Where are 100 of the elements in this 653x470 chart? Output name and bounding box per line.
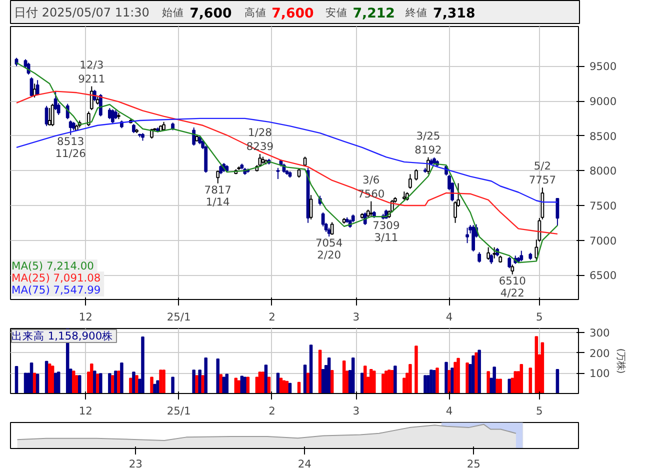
bar bbox=[556, 369, 560, 394]
candlestick bbox=[68, 120, 72, 136]
bar bbox=[372, 370, 376, 394]
x-tick-label: 3 bbox=[352, 310, 360, 324]
bar bbox=[111, 375, 114, 394]
candlestick bbox=[50, 103, 54, 127]
bar bbox=[492, 366, 496, 394]
bar bbox=[222, 376, 226, 394]
annotation: 7309 3/11 bbox=[372, 218, 400, 244]
annotation: 7817 1/14 bbox=[204, 183, 232, 208]
x-tick-label: 2 bbox=[268, 404, 276, 418]
bar bbox=[24, 372, 28, 394]
bar bbox=[237, 380, 241, 394]
bar bbox=[162, 370, 166, 394]
bar bbox=[72, 370, 76, 394]
bar bbox=[96, 374, 100, 394]
bar bbox=[93, 370, 96, 394]
y-tick-label: 9500 bbox=[590, 60, 617, 74]
x-tick-label: 4 bbox=[446, 404, 453, 418]
bar bbox=[309, 344, 313, 394]
y-axis-title: (万株) bbox=[614, 348, 626, 374]
bar bbox=[414, 346, 418, 394]
candlestick bbox=[216, 170, 220, 184]
bar bbox=[234, 378, 238, 394]
annotation: 5/2 7757 bbox=[528, 160, 556, 187]
bar bbox=[498, 378, 502, 394]
bar bbox=[520, 364, 524, 394]
candlestick bbox=[472, 224, 476, 252]
bar bbox=[195, 375, 198, 394]
bar bbox=[156, 380, 160, 394]
candlestick bbox=[486, 246, 490, 260]
x-tick-label: 5 bbox=[536, 404, 543, 418]
candlestick bbox=[48, 107, 52, 126]
candlestick bbox=[132, 124, 136, 134]
y-tick-label: 9000 bbox=[590, 95, 617, 108]
bar bbox=[261, 372, 265, 394]
bar bbox=[279, 378, 283, 394]
bar bbox=[534, 336, 538, 394]
bar bbox=[114, 370, 118, 394]
bar bbox=[514, 371, 518, 394]
annotation: 7054 2/20 bbox=[316, 236, 343, 262]
bar bbox=[90, 364, 94, 394]
annotation: 3/25 8192 bbox=[414, 129, 442, 156]
bar bbox=[246, 376, 250, 394]
bar bbox=[132, 372, 136, 394]
bar bbox=[363, 366, 367, 394]
bar bbox=[486, 371, 490, 394]
bar bbox=[432, 370, 436, 394]
bar bbox=[390, 370, 394, 394]
candlestick bbox=[110, 108, 114, 124]
bar bbox=[32, 372, 36, 394]
x-tick-label: 25 bbox=[466, 458, 480, 470]
text: 始値 7,600 bbox=[162, 6, 232, 22]
bar bbox=[135, 375, 138, 394]
bar bbox=[321, 369, 325, 394]
x-tick-label: 12 bbox=[78, 310, 92, 324]
bar bbox=[99, 373, 102, 394]
bar bbox=[394, 366, 397, 394]
annotation: 6510 4/22 bbox=[498, 274, 526, 300]
bar bbox=[141, 336, 144, 394]
bar bbox=[370, 369, 373, 394]
x-tick-label: 24 bbox=[298, 458, 312, 470]
bar bbox=[454, 362, 457, 394]
bar bbox=[318, 350, 322, 394]
bar bbox=[14, 366, 18, 394]
candlestick bbox=[276, 167, 280, 180]
bar bbox=[450, 368, 454, 394]
x-tick-label: 4 bbox=[446, 310, 453, 324]
candlestick bbox=[44, 105, 48, 127]
bar bbox=[243, 376, 247, 394]
bar bbox=[264, 364, 268, 394]
y-tick-label: 8500 bbox=[590, 130, 617, 143]
bar bbox=[150, 376, 154, 394]
text: 安値 7,212 bbox=[325, 6, 395, 22]
candlestick bbox=[330, 222, 334, 236]
x-tick-label: 3 bbox=[352, 404, 360, 418]
bar bbox=[192, 370, 196, 394]
bar bbox=[50, 366, 54, 394]
candlestick bbox=[466, 227, 470, 244]
candlestick bbox=[510, 264, 514, 275]
bar bbox=[56, 372, 60, 394]
bar bbox=[240, 376, 244, 394]
y-tick-label: 100 bbox=[590, 367, 610, 380]
candlestick bbox=[309, 194, 313, 220]
candlestick bbox=[508, 256, 512, 269]
candlestick bbox=[54, 91, 58, 111]
bar bbox=[276, 372, 280, 394]
bar bbox=[78, 375, 82, 394]
bar bbox=[474, 352, 478, 394]
bar bbox=[360, 372, 364, 394]
annotation: 8513 11/26 bbox=[55, 134, 86, 160]
bar bbox=[108, 373, 112, 394]
candlestick bbox=[490, 254, 494, 264]
text: MA(25) 7,091.08 bbox=[12, 272, 101, 284]
bar bbox=[540, 342, 544, 394]
candlestick bbox=[426, 156, 430, 175]
bar bbox=[342, 360, 346, 394]
bar bbox=[456, 358, 460, 394]
candlestick bbox=[219, 164, 223, 175]
y-tick-label: 6500 bbox=[590, 269, 617, 282]
